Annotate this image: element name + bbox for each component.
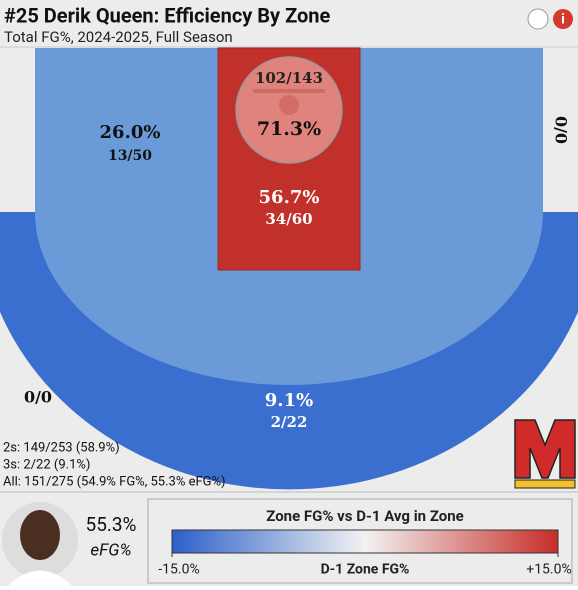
zone-count: 13/50	[108, 148, 152, 164]
summary-line: 2s: 149/253 (58.9%)	[3, 440, 120, 455]
summary-line: All: 151/275 (54.9% FG%, 55.3% eFG%)	[3, 474, 226, 489]
tick-label: +15.0%	[526, 562, 572, 578]
zone-pct: 71.3%	[257, 118, 321, 140]
zone-pct: 9.1%	[265, 390, 313, 411]
title: #25 Derik Queen: Efficiency By Zone	[4, 3, 331, 27]
legend-axis-label: D-1 Zone FG%	[321, 562, 410, 578]
player-face	[20, 510, 60, 560]
zone-count: 2/22	[271, 413, 308, 431]
efg-value: 55.3%	[86, 513, 137, 536]
info-button[interactable]	[553, 9, 573, 29]
zone-count: 102/143	[255, 69, 323, 87]
colorbar	[171, 529, 559, 554]
efg-label: eFG%	[90, 540, 131, 560]
zone-count: 34/60	[265, 210, 312, 228]
team-logo	[514, 419, 576, 489]
rim	[279, 95, 299, 115]
zone-count: 0/0	[552, 116, 571, 144]
player-jersey	[8, 570, 72, 586]
toggle-button[interactable]	[527, 8, 549, 30]
zone-count: 0/0	[24, 388, 52, 407]
zone-pct: 56.7%	[259, 187, 320, 208]
subtitle: Total FG%, 2024-2025, Full Season	[4, 28, 233, 46]
info-icon: i	[561, 12, 565, 28]
tick-label: -15.0%	[158, 562, 199, 578]
summary-line: 3s: 2/22 (9.1%)	[3, 457, 90, 472]
zone-pct: 26.0%	[100, 122, 161, 143]
legend-title: Zone FG% vs D-1 Avg in Zone	[266, 507, 464, 525]
